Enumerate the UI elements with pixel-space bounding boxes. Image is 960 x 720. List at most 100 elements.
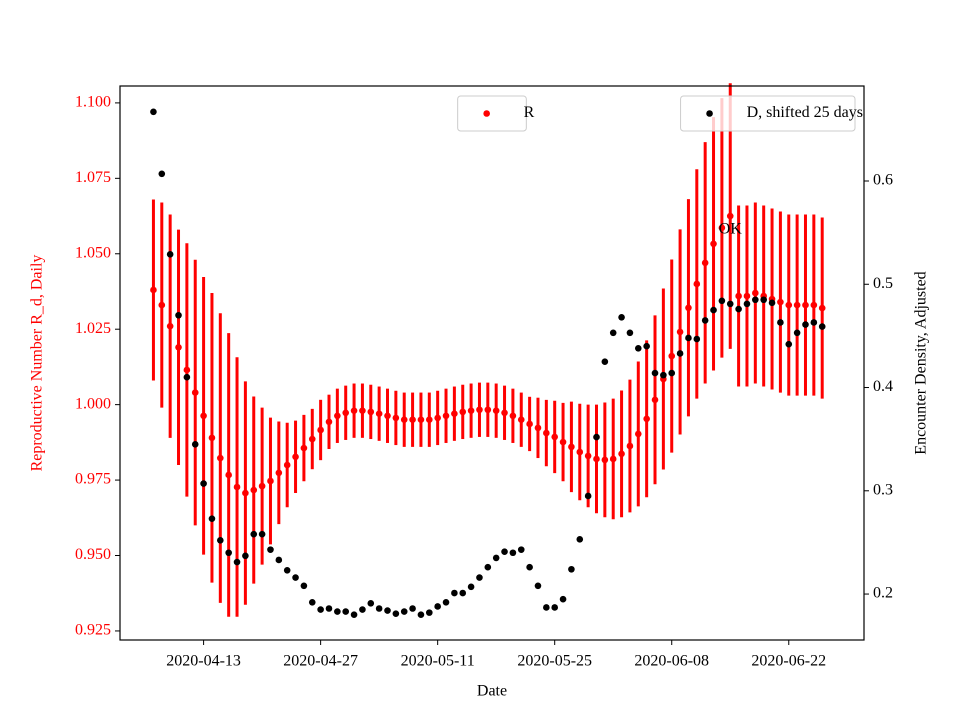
- data-point: [225, 471, 232, 479]
- y-tick-label: 0.950: [75, 546, 111, 563]
- x-tick-label: 2020-06-22: [751, 653, 826, 670]
- y2-tick-label: 0.4: [873, 378, 893, 395]
- data-point: [283, 566, 291, 574]
- data-point: [810, 301, 818, 309]
- data-point: [308, 435, 316, 443]
- data-point: [810, 319, 818, 326]
- data-point: [818, 304, 826, 312]
- data-point: [701, 317, 709, 324]
- data-point: [609, 455, 617, 463]
- data-point: [258, 530, 266, 538]
- data-point: [551, 433, 558, 441]
- data-point: [584, 452, 592, 460]
- data-point: [818, 323, 826, 330]
- data-point: [651, 369, 659, 377]
- y-tick-label: 0.975: [75, 471, 111, 488]
- data-point: [584, 492, 592, 500]
- data-point: [183, 366, 191, 374]
- data-point: [626, 442, 634, 450]
- x-tick-label: 2020-05-11: [401, 653, 475, 670]
- data-point: [426, 609, 433, 616]
- data-point: [593, 455, 600, 463]
- annotation: OK: [719, 220, 743, 237]
- x-axis-label: Date: [477, 683, 507, 700]
- data-point: [777, 298, 784, 306]
- data-point: [501, 548, 508, 556]
- data-point: [417, 416, 425, 424]
- data-point: [158, 301, 166, 309]
- data-point: [752, 289, 759, 297]
- data-point: [668, 352, 676, 360]
- data-point: [317, 606, 324, 613]
- y-tick-label: 1.025: [75, 320, 111, 337]
- data-point: [509, 412, 517, 420]
- data-point: [242, 489, 249, 497]
- data-point: [217, 537, 224, 544]
- data-point: [793, 329, 801, 337]
- data-point: [693, 335, 701, 343]
- data-point: [217, 454, 224, 462]
- data-point: [777, 319, 784, 326]
- data-point: [467, 407, 475, 414]
- data-point: [384, 412, 391, 420]
- data-point: [451, 410, 458, 417]
- data-point: [476, 574, 483, 581]
- data-point: [710, 240, 717, 248]
- data-point: [208, 515, 216, 522]
- data-point: [643, 415, 650, 423]
- data-point: [676, 350, 684, 357]
- data-point: [634, 430, 642, 438]
- x-tick-label: 2020-04-13: [166, 653, 241, 670]
- data-point: [166, 322, 174, 330]
- data-point: [676, 328, 684, 336]
- data-point: [534, 424, 542, 432]
- data-point: [685, 304, 692, 312]
- y-tick-label: 0.925: [75, 622, 111, 639]
- data-point: [325, 605, 333, 612]
- data-point: [568, 443, 575, 451]
- y2-tick-label: 0.6: [873, 172, 893, 189]
- data-point: [517, 546, 525, 553]
- data-point: [250, 530, 258, 538]
- y-tick-label: 1.050: [75, 244, 111, 261]
- data-point: [267, 477, 274, 485]
- data-point: [292, 574, 299, 581]
- y-tick-label: 1.100: [75, 94, 111, 111]
- data-point: [250, 486, 258, 494]
- data-point: [517, 416, 525, 424]
- data-point: [492, 554, 500, 562]
- data-point: [693, 280, 701, 288]
- data-point: [367, 600, 375, 607]
- data-point: [726, 300, 734, 308]
- data-point: [200, 480, 207, 487]
- data-point: [342, 409, 350, 417]
- data-point: [802, 321, 809, 328]
- data-point: [191, 441, 199, 448]
- data-point: [752, 296, 759, 304]
- data-point: [718, 224, 726, 232]
- data-point: [350, 407, 358, 414]
- data-point: [275, 556, 283, 564]
- data-point: [442, 412, 450, 420]
- data-point: [392, 414, 400, 422]
- data-point: [459, 408, 467, 416]
- data-point: [208, 434, 216, 442]
- y2-tick-label: 0.3: [873, 481, 893, 498]
- data-point: [392, 610, 400, 617]
- data-point: [501, 409, 508, 417]
- data-point: [660, 371, 667, 379]
- data-point: [701, 259, 709, 267]
- data-point: [793, 301, 801, 309]
- data-point: [434, 414, 441, 422]
- data-point: [175, 311, 182, 319]
- y-axis-label: Reproductive Number R_d, Daily: [29, 255, 46, 472]
- data-point: [743, 300, 751, 308]
- data-point: [476, 406, 483, 414]
- legend-marker: [483, 110, 490, 117]
- data-point: [283, 461, 291, 469]
- data-point: [426, 416, 433, 424]
- data-point: [543, 604, 550, 611]
- data-point: [166, 251, 174, 258]
- legend-marker: [706, 110, 713, 117]
- data-point: [601, 358, 609, 366]
